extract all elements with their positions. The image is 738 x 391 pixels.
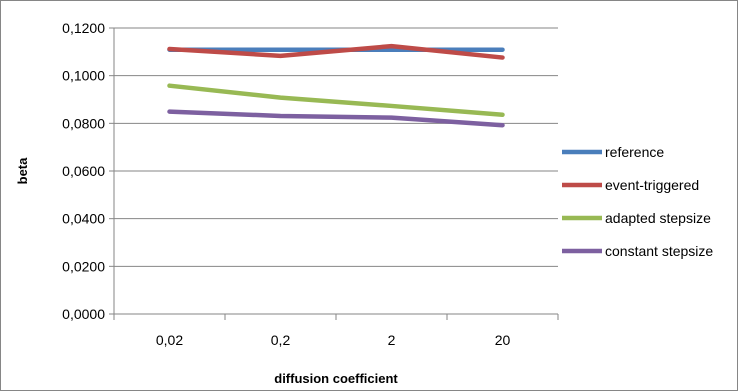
series-line-adapted-stepsize	[167, 83, 505, 118]
y-tick-label: 0,0200	[62, 258, 105, 274]
series-line-constant-stepsize	[167, 109, 505, 128]
legend-label: constant stepsize	[605, 243, 713, 259]
legend-label: event-triggered	[605, 177, 699, 193]
axes: 0,0000 0,0200 0,0400 0,0600 0,0800 0,1000 0,12…	[62, 20, 559, 348]
series-line-event-triggered	[167, 43, 505, 60]
legend-item: event-triggered	[562, 177, 699, 193]
y-tick-label: 0,1000	[62, 68, 105, 84]
y-tick-label: 0,0800	[62, 115, 105, 131]
legend-item: reference	[562, 144, 664, 160]
x-tick-label: 0,2	[271, 332, 291, 348]
y-tick-label: 0,1200	[62, 20, 105, 36]
legend: reference event-triggered adapted stepsize…	[562, 144, 713, 259]
x-tick-label: 2	[388, 332, 396, 348]
y-tick-label: 0,0000	[62, 306, 105, 322]
y-tick-label: 0,0600	[62, 163, 105, 179]
x-tick-label: 0,02	[156, 332, 183, 348]
y-tick-label: 0,0400	[62, 211, 105, 227]
legend-item: constant stepsize	[562, 243, 713, 259]
x-tick-label: 20	[495, 332, 511, 348]
series-lines	[167, 43, 505, 128]
legend-label: adapted stepsize	[605, 210, 711, 226]
legend-label: reference	[605, 144, 664, 160]
gridlines	[114, 27, 558, 267]
legend-item: adapted stepsize	[562, 210, 711, 226]
x-axis-title: diffusion coefficient	[274, 371, 398, 386]
y-axis-title: beta	[15, 157, 30, 185]
